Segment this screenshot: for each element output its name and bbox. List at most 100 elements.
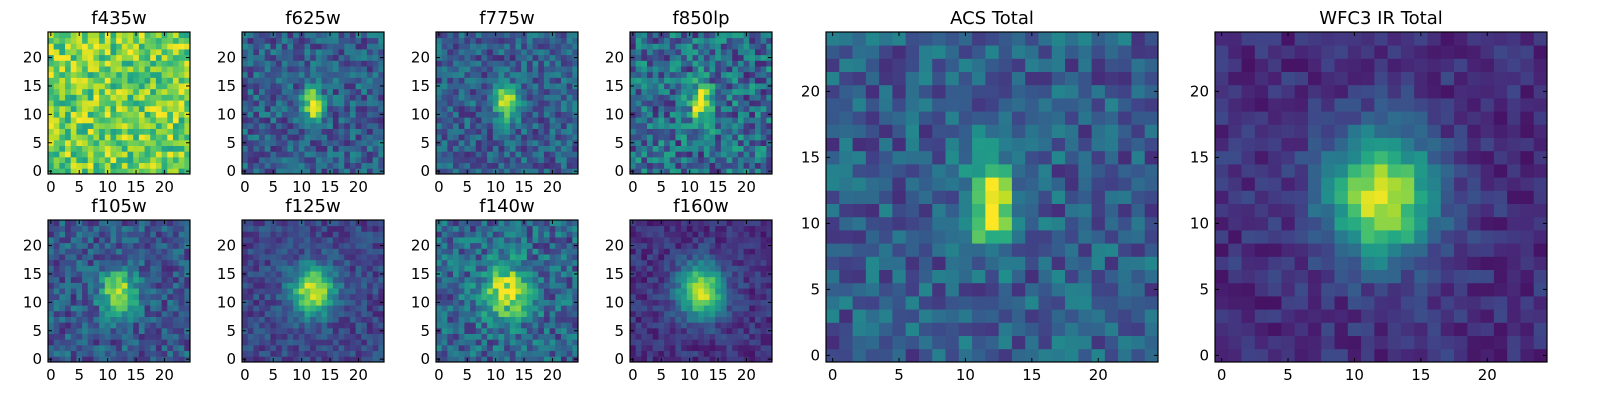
heatmap-cell xyxy=(532,77,539,84)
heatmap-cell xyxy=(743,77,750,84)
heatmap-cell xyxy=(470,139,477,146)
heatmap-cell xyxy=(630,282,637,289)
heatmap-cell xyxy=(298,105,305,112)
heatmap-cell xyxy=(338,54,345,61)
heatmap-cell xyxy=(53,111,60,118)
heatmap-cell xyxy=(749,168,756,175)
heatmap-cell xyxy=(566,271,573,278)
heatmap-cell xyxy=(264,293,271,300)
heatmap-cell xyxy=(48,316,55,323)
heatmap-cell xyxy=(293,100,300,107)
heatmap-cell xyxy=(104,117,111,124)
heatmap-cell xyxy=(378,162,385,169)
heatmap-cell xyxy=(327,54,334,61)
heatmap-cell xyxy=(264,111,271,118)
heatmap-cell xyxy=(242,310,249,317)
heatmap-cell xyxy=(703,32,710,39)
heatmap-cell xyxy=(315,299,322,306)
heatmap-cell xyxy=(686,282,693,289)
heatmap-cell xyxy=(652,316,659,323)
heatmap-cell xyxy=(366,71,374,78)
heatmap-cell xyxy=(481,37,488,44)
heatmap-cell xyxy=(635,327,642,334)
heatmap-cell xyxy=(538,293,545,300)
heatmap-cell xyxy=(93,60,100,67)
heatmap-cell xyxy=(287,305,294,312)
heatmap-cell xyxy=(281,350,288,357)
y-tick-label: 5 xyxy=(226,134,236,152)
heatmap-cell xyxy=(287,43,294,50)
heatmap-cell xyxy=(366,350,374,357)
heatmap-cell xyxy=(760,77,767,84)
heatmap-cell xyxy=(647,356,654,363)
heatmap-cell xyxy=(355,333,362,340)
heatmap-cell xyxy=(658,310,665,317)
heatmap-cell xyxy=(310,288,317,295)
heatmap-cell xyxy=(127,71,134,78)
heatmap-cell xyxy=(366,43,374,50)
heatmap-cell xyxy=(698,32,705,39)
heatmap-cell xyxy=(555,327,562,334)
heatmap-cell xyxy=(635,94,642,101)
heatmap-cell xyxy=(287,288,294,295)
heatmap-cell xyxy=(737,71,744,78)
heatmap-cell xyxy=(104,66,111,73)
heatmap-cell xyxy=(116,220,123,227)
heatmap-cell xyxy=(686,288,693,295)
heatmap-cell xyxy=(281,134,288,141)
heatmap-cell xyxy=(82,344,89,352)
heatmap-cell xyxy=(572,265,579,272)
heatmap-cell xyxy=(481,94,488,101)
heatmap-cell xyxy=(332,43,339,50)
heatmap-cell xyxy=(737,105,744,112)
heatmap-cell xyxy=(59,344,66,352)
heatmap-cell xyxy=(686,60,693,67)
heatmap-cell xyxy=(349,305,356,312)
heatmap-cell xyxy=(515,60,522,67)
heatmap-cell xyxy=(658,282,665,289)
heatmap-cell xyxy=(526,316,533,323)
heatmap-cell xyxy=(172,32,180,39)
heatmap-cell xyxy=(332,139,339,146)
heatmap-cell xyxy=(698,288,705,295)
heatmap-cell xyxy=(664,128,671,135)
heatmap-cell xyxy=(703,145,710,152)
heatmap-cell xyxy=(732,71,739,78)
heatmap-cell xyxy=(155,66,162,73)
heatmap-cell xyxy=(526,310,533,317)
heatmap-cell xyxy=(543,156,550,164)
heatmap-cell xyxy=(652,71,659,78)
heatmap-cell xyxy=(475,220,482,227)
heatmap-cell xyxy=(59,49,66,56)
heatmap-cell xyxy=(53,339,60,346)
heatmap-cell xyxy=(703,60,710,67)
heatmap-cell xyxy=(93,237,100,244)
heatmap-cell xyxy=(504,259,511,266)
heatmap-cell xyxy=(760,60,767,67)
heatmap-cell xyxy=(287,100,294,107)
heatmap-cell xyxy=(487,71,494,78)
heatmap-cell xyxy=(281,111,288,118)
heatmap-cell xyxy=(453,305,460,312)
heatmap-cell xyxy=(664,305,671,312)
heatmap-cell xyxy=(686,344,693,352)
heatmap-cell xyxy=(155,37,162,44)
heatmap-cell xyxy=(675,293,682,300)
heatmap-cell xyxy=(327,71,334,78)
heatmap-cell xyxy=(726,32,733,39)
heatmap-cell xyxy=(93,344,100,352)
heatmap-cell xyxy=(372,43,379,50)
heatmap-cell xyxy=(692,162,699,169)
heatmap-cell xyxy=(669,344,676,352)
heatmap-cell xyxy=(338,254,345,261)
heatmap-cell xyxy=(110,105,117,112)
heatmap-cell xyxy=(453,66,460,73)
heatmap-cell xyxy=(355,344,362,352)
heatmap-cell xyxy=(532,220,539,227)
heatmap-cell xyxy=(70,242,77,249)
heatmap-cell xyxy=(509,54,516,61)
heatmap-cell xyxy=(754,134,762,141)
heatmap-cell xyxy=(481,32,488,39)
heatmap-cell xyxy=(675,49,682,56)
